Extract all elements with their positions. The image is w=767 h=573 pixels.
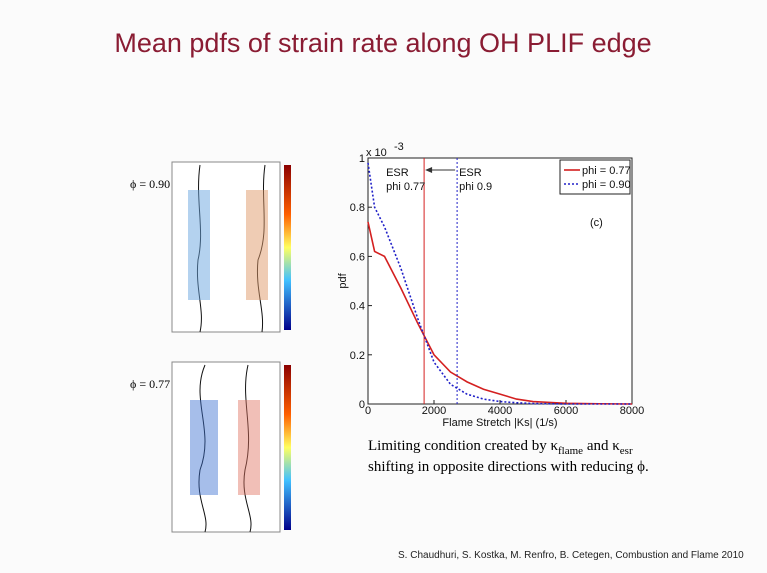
x-tick-label: 2000 <box>422 405 446 417</box>
caption-sub: flame <box>558 445 583 457</box>
plot-area <box>368 158 632 404</box>
image-bottom <box>172 362 291 532</box>
slide-title: Mean pdfs of strain rate along OH PLIF e… <box>114 28 651 58</box>
panel-label: (c) <box>590 217 603 229</box>
x-tick-label: 4000 <box>488 405 512 417</box>
x-tick-label: 8000 <box>620 405 644 417</box>
legend: phi = 0.77 phi = 0.90 <box>560 160 631 194</box>
caption-part: and κ <box>583 438 620 454</box>
caption-part: shifting in opposite directions with red… <box>368 459 649 475</box>
y-multiplier-exp: -3 <box>394 141 404 153</box>
legend-label: phi = 0.90 <box>582 179 631 191</box>
esr-label: phi 0.77 <box>386 181 425 193</box>
citation: S. Chaudhuri, S. Kostka, M. Renfro, B. C… <box>398 550 744 561</box>
y-tick-label: 0.8 <box>350 202 365 214</box>
slide: Mean pdfs of strain rate along OH PLIF e… <box>0 0 767 573</box>
y-tick-label: 1 <box>359 153 365 165</box>
x-tick-label: 6000 <box>554 405 578 417</box>
esr-label: ESR <box>459 167 482 179</box>
esr-label: ESR <box>386 167 409 179</box>
phi-label: ϕ = 0.77 <box>130 377 170 391</box>
y-tick-label: 0.4 <box>350 301 365 313</box>
caption-sub: esr <box>620 445 633 457</box>
caption-part: Limiting condition created by κ <box>368 438 558 454</box>
image-top <box>172 162 291 332</box>
y-axis-label: pdf <box>337 272 349 288</box>
esr-label: phi 0.9 <box>459 181 492 193</box>
y-tick-label: 0.2 <box>350 350 365 362</box>
y-tick-label: 0 <box>359 399 365 411</box>
x-tick-label: 0 <box>365 405 371 417</box>
legend-label: phi = 0.77 <box>582 165 631 177</box>
chart: 0 2000 4000 6000 8000 0 0.2 0.4 0.6 0.8 1 Flame Str… <box>337 141 644 429</box>
phi-label: ϕ = 0.90 <box>130 177 170 191</box>
y-multiplier: x 10 <box>366 147 387 159</box>
y-tick-label: 0.6 <box>350 251 365 263</box>
x-axis-label: Flame Stretch |Ks| (1/s) <box>442 417 557 429</box>
